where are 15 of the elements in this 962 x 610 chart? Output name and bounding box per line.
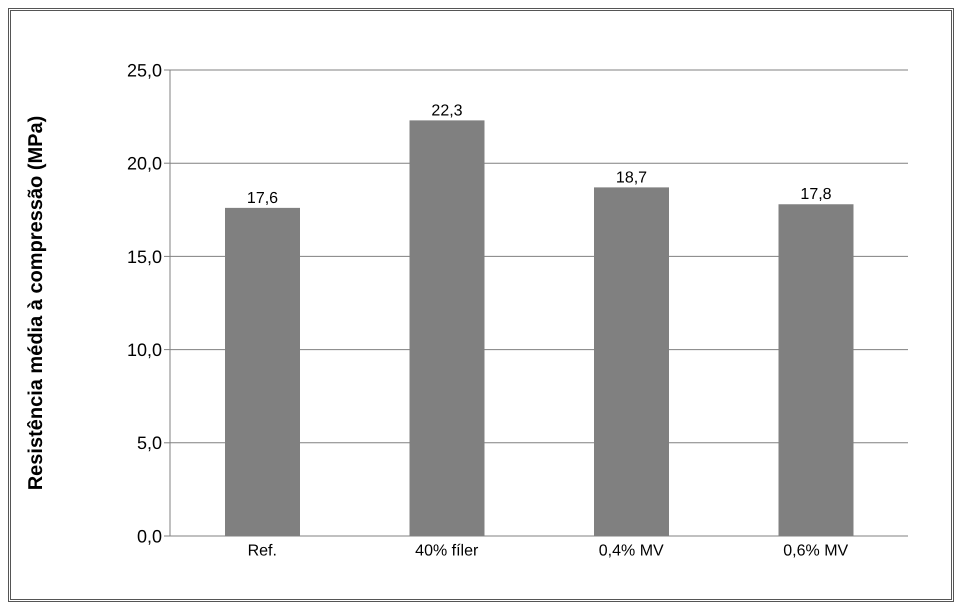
data-label: 22,3 (431, 102, 463, 120)
y-tick-label: 15,0 (126, 246, 162, 267)
x-tick-label: 0,4% MV (598, 542, 664, 560)
data-label: 17,6 (246, 190, 278, 207)
y-tick-label: 0,0 (136, 526, 162, 546)
x-tick-label: Ref. (248, 542, 277, 560)
y-tick-label: 25,0 (126, 60, 162, 80)
y-tick-label: 20,0 (126, 154, 162, 174)
data-label: 18,7 (616, 169, 648, 186)
y-tick-label: 10,0 (126, 340, 162, 360)
data-label: 17,8 (800, 186, 832, 204)
y-axis-title: Resistência média à compressão (MPa) (25, 116, 48, 490)
x-tick-label: 0,6% MV (783, 542, 849, 560)
y-tick-label: 5,0 (136, 433, 162, 454)
x-tick-label: 40% fíler (415, 542, 479, 560)
